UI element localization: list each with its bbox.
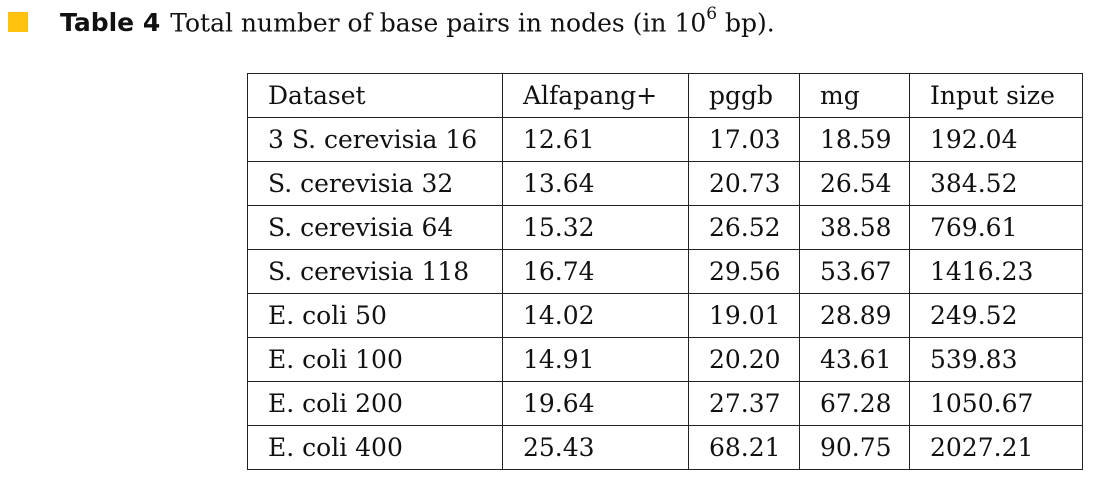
table-row: E. coli 100 14.91 20.20 43.61 539.83 — [247, 337, 1083, 382]
cell-pggb: 20.20 — [688, 337, 800, 382]
cell-input-size: 2027.21 — [909, 425, 1083, 470]
cell-mg: 18.59 — [799, 117, 910, 162]
cell-alfapang: 15.32 — [502, 205, 689, 250]
table-row: E. coli 400 25.43 68.21 90.75 2027.21 — [247, 425, 1083, 470]
cell-mg: 67.28 — [799, 381, 910, 426]
cell-alfapang: 13.64 — [502, 161, 689, 206]
cell-dataset: S. cerevisia 118 — [247, 249, 503, 294]
header-dataset: Dataset — [247, 73, 503, 118]
cell-dataset: 3 S. cerevisia 16 — [247, 117, 503, 162]
cell-pggb: 26.52 — [688, 205, 800, 250]
cell-mg: 90.75 — [799, 425, 910, 470]
cell-alfapang: 12.61 — [502, 117, 689, 162]
cell-dataset: E. coli 400 — [247, 425, 503, 470]
header-mg: mg — [799, 73, 910, 118]
cell-input-size: 249.52 — [909, 293, 1083, 338]
table-row: 3 S. cerevisia 16 12.61 17.03 18.59 192.… — [247, 117, 1083, 162]
table-row: S. cerevisia 32 13.64 20.73 26.54 384.52 — [247, 161, 1083, 206]
table-row: E. coli 200 19.64 27.37 67.28 1050.67 — [247, 381, 1083, 426]
cell-alfapang: 14.91 — [502, 337, 689, 382]
cell-input-size: 384.52 — [909, 161, 1083, 206]
cell-pggb: 20.73 — [688, 161, 800, 206]
cell-pggb: 68.21 — [688, 425, 800, 470]
header-alfapang: Alfapang+ — [502, 73, 689, 118]
cell-mg: 26.54 — [799, 161, 910, 206]
table-row: S. cerevisia 64 15.32 26.52 38.58 769.61 — [247, 205, 1083, 250]
caption-text-tail: bp). — [717, 8, 775, 38]
table-caption: Table 4 Total number of base pairs in no… — [8, 2, 775, 42]
cell-input-size: 192.04 — [909, 117, 1083, 162]
cell-dataset: S. cerevisia 64 — [247, 205, 503, 250]
cell-pggb: 27.37 — [688, 381, 800, 426]
cell-input-size: 769.61 — [909, 205, 1083, 250]
cell-pggb: 19.01 — [688, 293, 800, 338]
cell-dataset: E. coli 200 — [247, 381, 503, 426]
cell-input-size: 539.83 — [909, 337, 1083, 382]
caption-marker-icon — [8, 12, 28, 32]
cell-dataset: S. cerevisia 32 — [247, 161, 503, 206]
cell-mg: 43.61 — [799, 337, 910, 382]
cell-dataset: E. coli 100 — [247, 337, 503, 382]
cell-alfapang: 16.74 — [502, 249, 689, 294]
table-row: E. coli 50 14.02 19.01 28.89 249.52 — [247, 293, 1083, 338]
header-input-size: Input size — [909, 73, 1083, 118]
cell-alfapang: 19.64 — [502, 381, 689, 426]
cell-pggb: 17.03 — [688, 117, 800, 162]
cell-input-size: 1416.23 — [909, 249, 1083, 294]
caption-exponent: 6 — [706, 3, 718, 24]
caption-text-main: Total number of base pairs in nodes (in … — [170, 8, 707, 38]
cell-mg: 38.58 — [799, 205, 910, 250]
table-row: S. cerevisia 118 16.74 29.56 53.67 1416.… — [247, 249, 1083, 294]
cell-mg: 53.67 — [799, 249, 910, 294]
table-header-row: Dataset Alfapang+ pggb mg Input size — [247, 73, 1083, 118]
data-table: Dataset Alfapang+ pggb mg Input size 3 S… — [247, 73, 1083, 470]
cell-pggb: 29.56 — [688, 249, 800, 294]
cell-mg: 28.89 — [799, 293, 910, 338]
caption-label: Table 4 — [60, 7, 161, 37]
cell-alfapang: 25.43 — [502, 425, 689, 470]
cell-dataset: E. coli 50 — [247, 293, 503, 338]
cell-input-size: 1050.67 — [909, 381, 1083, 426]
cell-alfapang: 14.02 — [502, 293, 689, 338]
caption-text: Total number of base pairs in nodes (in … — [170, 3, 775, 38]
header-pggb: pggb — [688, 73, 800, 118]
